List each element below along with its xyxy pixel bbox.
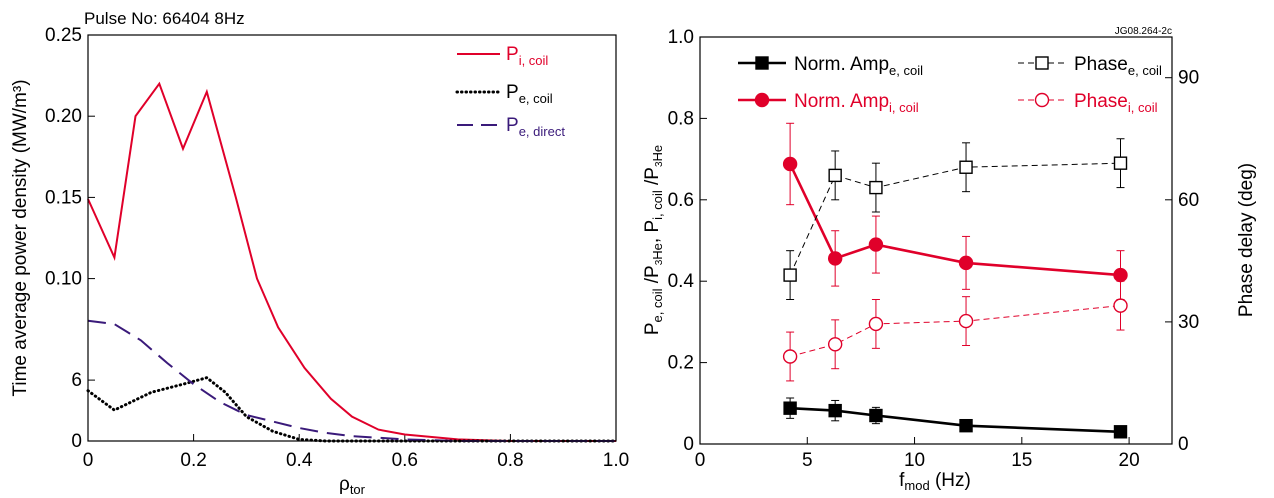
right-series-4-point: [868, 316, 884, 332]
left-legend-label-1: Pi, coil: [506, 44, 548, 68]
left-x-tick-label: 0.8: [497, 450, 523, 471]
right-y-tick-label: 0.8: [668, 108, 694, 129]
left-plot-frame: [87, 34, 617, 442]
left-series-line-3: [87, 319, 616, 442]
left-series-line-2: [86, 376, 618, 443]
right-y-axis-label: Pe, coil /P3He, Pi, coil /P3He: [642, 145, 665, 335]
left-legend-label-3: Pe, direct: [506, 115, 565, 139]
right-legend-label-3: Phasee, coil: [1074, 54, 1162, 78]
left-legend: Pi, coil Pe, coil Pe, direct: [455, 44, 565, 139]
right-series-2-point: [1113, 267, 1128, 283]
left-y-tick-label: 0.15: [45, 187, 82, 208]
right-series-4-point: [827, 337, 843, 352]
right-series-1-point: [783, 401, 797, 415]
left-series-line-1: [87, 81, 616, 442]
left-chart: Pulse No: 66404 8Hz 0 0.2 0.4 0.6 0.8 1.0 0 6 0.…: [10, 9, 629, 497]
right-legend-label-4: Phasei, coil: [1074, 91, 1158, 115]
right-y2-tick-label: 0: [1178, 434, 1189, 455]
right-x-tick-label: 20: [1119, 450, 1140, 471]
right-plot-frame: [699, 36, 1173, 445]
right-series-3-point: [828, 168, 842, 183]
left-y-axis-label: Time average power density (MW/m³): [10, 79, 31, 396]
right-series-1-point: [869, 408, 883, 423]
right-series-1-point: [1113, 425, 1128, 439]
right-legend-marker-2: [754, 92, 770, 108]
right-y2-tick-label: 30: [1178, 312, 1199, 333]
right-y2-tick-label: 90: [1178, 68, 1199, 89]
right-series-3-point: [783, 268, 797, 282]
left-x-tick-label: 0: [83, 450, 94, 471]
right-legend-label-2: Norm. Ampi, coil: [794, 91, 919, 115]
right-x-axis-label: fmod (Hz): [899, 470, 971, 493]
right-series-1-point: [828, 403, 842, 418]
left-y-tick-label: 0.20: [45, 106, 82, 127]
left-x-tick-label: 1.0: [603, 450, 629, 471]
right-series-4-point: [1113, 298, 1128, 313]
left-x-axis-label-sub: tor: [350, 482, 366, 497]
left-y-tick-label: 0.10: [45, 269, 82, 290]
right-y2-axis-label: Phase delay (deg): [1236, 163, 1257, 317]
right-series-2-point: [782, 156, 798, 172]
right-series-3-point: [959, 160, 973, 174]
left-x-tick-label: 0.4: [286, 450, 313, 471]
left-y-tick-label: 0: [71, 431, 82, 452]
right-x-tick-label: 0: [695, 450, 706, 471]
right-legend-marker-4: [1034, 92, 1050, 108]
right-y-tick-label: 0.2: [668, 353, 694, 374]
left-chart-title: Pulse No: 66404 8Hz: [84, 9, 245, 28]
left-y-tick-label: 6: [71, 370, 82, 391]
right-y-tick-label: 1.0: [668, 27, 694, 48]
right-series-3-point: [1113, 156, 1128, 170]
right-legend-marker-1: [755, 56, 769, 70]
right-series-2-point: [868, 237, 884, 252]
right-y-tick-label: 0: [683, 434, 694, 455]
right-legend: Norm. Ampe, coil Norm. Ampi, coil Phasee, …: [738, 54, 1162, 115]
right-series-4-point: [958, 313, 974, 329]
right-y-tick-label: 0.4: [668, 271, 695, 292]
right-x-tick-label: 10: [904, 450, 925, 471]
right-series-4-point: [782, 349, 798, 364]
right-x-tick-label: 15: [1011, 450, 1032, 471]
right-y2-tick-label: 60: [1178, 190, 1199, 211]
left-x-tick-label: 0.6: [392, 450, 418, 471]
left-legend-label-2: Pe, coil: [506, 82, 553, 106]
right-chart: JG08.264-2c 0 5 10 15 20 0 0.2 0.4 0.6 0.8 1.0 0 30 6…: [642, 26, 1257, 493]
right-legend-label-1: Norm. Ampe, coil: [794, 54, 923, 78]
right-series-1-point: [959, 418, 973, 433]
left-x-tick-label: 0.2: [180, 450, 206, 471]
right-x-tick-label: 5: [802, 450, 813, 471]
right-series-2-point: [958, 255, 974, 271]
right-series-3-point: [869, 180, 883, 195]
right-y-tick-label: 0.6: [668, 190, 694, 211]
left-x-axis-label: ρtor: [339, 474, 366, 497]
right-series-2-point: [827, 251, 843, 266]
left-x-axis-label-main: ρ: [339, 474, 350, 495]
left-y-tick-label: 0.25: [45, 25, 82, 46]
right-legend-marker-3: [1035, 56, 1049, 70]
right-chart-annotation: JG08.264-2c: [1115, 26, 1172, 37]
